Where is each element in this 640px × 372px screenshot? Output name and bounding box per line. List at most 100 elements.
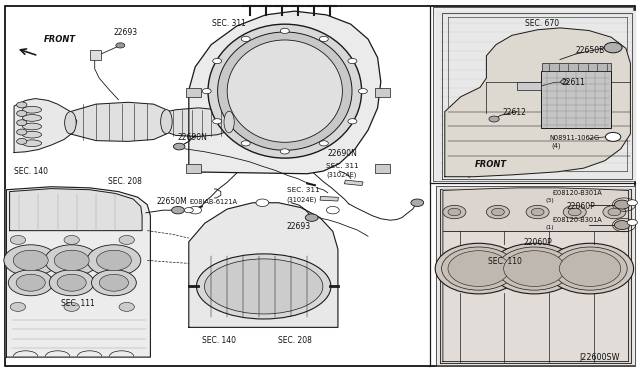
Circle shape [256, 199, 269, 206]
Circle shape [627, 200, 637, 206]
Circle shape [97, 250, 131, 270]
Polygon shape [436, 186, 635, 365]
Ellipse shape [218, 32, 352, 150]
Polygon shape [6, 187, 150, 357]
Text: 22690N: 22690N [178, 133, 208, 142]
Circle shape [603, 205, 626, 219]
Ellipse shape [22, 140, 42, 147]
Ellipse shape [65, 112, 76, 134]
Circle shape [87, 245, 141, 276]
Text: SEC. 111: SEC. 111 [61, 299, 95, 308]
Circle shape [212, 119, 221, 124]
Circle shape [568, 208, 581, 216]
Text: SEC. 140: SEC. 140 [14, 167, 48, 176]
Bar [542, 63, 611, 71]
Polygon shape [440, 189, 631, 363]
Circle shape [442, 247, 516, 290]
Text: SEC. 140: SEC. 140 [202, 336, 236, 345]
Bar [90, 50, 101, 60]
Circle shape [99, 274, 129, 291]
Text: SEC. 311: SEC. 311 [287, 187, 319, 193]
Circle shape [173, 143, 185, 150]
Circle shape [531, 208, 544, 216]
Text: 22693: 22693 [114, 28, 138, 37]
Text: 22693: 22693 [287, 222, 311, 231]
Bar [320, 196, 339, 201]
Ellipse shape [208, 24, 362, 158]
Circle shape [16, 274, 45, 291]
Circle shape [605, 132, 621, 141]
Circle shape [172, 206, 184, 214]
Ellipse shape [22, 131, 42, 138]
Circle shape [212, 58, 221, 64]
Circle shape [17, 102, 27, 108]
Text: 22060P: 22060P [524, 238, 552, 247]
Circle shape [64, 302, 79, 311]
Circle shape [489, 116, 499, 122]
Ellipse shape [205, 259, 323, 314]
Circle shape [561, 80, 568, 84]
Ellipse shape [196, 254, 331, 319]
Ellipse shape [22, 106, 42, 113]
Circle shape [280, 28, 289, 33]
Circle shape [604, 42, 622, 53]
Text: 22690N: 22690N [328, 149, 358, 158]
Text: Ð08120-B301A: Ð08120-B301A [552, 217, 602, 223]
Circle shape [504, 251, 565, 286]
Circle shape [443, 205, 466, 219]
Bar [186, 164, 201, 173]
Circle shape [13, 250, 48, 270]
Polygon shape [189, 11, 381, 174]
Text: SEC. 208: SEC. 208 [278, 336, 312, 345]
Circle shape [64, 235, 79, 244]
Ellipse shape [22, 115, 42, 121]
Circle shape [280, 149, 289, 154]
Circle shape [45, 245, 99, 276]
Circle shape [358, 89, 367, 94]
Circle shape [547, 243, 634, 294]
Bar [186, 88, 201, 97]
Polygon shape [14, 99, 77, 153]
Polygon shape [443, 188, 628, 362]
Text: (4): (4) [552, 142, 561, 149]
Circle shape [54, 250, 89, 270]
Text: SEC. 110: SEC. 110 [488, 257, 522, 266]
Circle shape [241, 141, 250, 146]
Circle shape [17, 138, 27, 144]
Circle shape [10, 235, 26, 244]
Circle shape [486, 205, 509, 219]
Bar [433, 7, 633, 181]
Circle shape [319, 141, 328, 146]
Ellipse shape [22, 123, 42, 130]
Text: N08911-1062G: N08911-1062G [549, 135, 599, 141]
Circle shape [189, 206, 202, 214]
Circle shape [411, 199, 424, 206]
Text: (31024E): (31024E) [287, 196, 317, 203]
Text: SEC. 670: SEC. 670 [525, 19, 559, 28]
Circle shape [17, 120, 27, 126]
Circle shape [17, 110, 27, 116]
Circle shape [57, 274, 86, 291]
Bar [541, 71, 611, 128]
Circle shape [348, 58, 357, 64]
Circle shape [627, 219, 637, 225]
Circle shape [348, 119, 357, 124]
Text: SEC. 208: SEC. 208 [108, 177, 141, 186]
Circle shape [559, 251, 621, 286]
Bar [517, 82, 541, 90]
Text: FRONT: FRONT [475, 160, 507, 169]
Text: FRONT: FRONT [44, 35, 76, 44]
Circle shape [305, 214, 318, 221]
Circle shape [326, 206, 339, 214]
Circle shape [614, 221, 630, 230]
Bar [375, 164, 390, 173]
Circle shape [184, 208, 193, 213]
Text: Ð08IAB-6121A: Ð08IAB-6121A [189, 199, 237, 205]
Circle shape [17, 129, 27, 135]
Circle shape [448, 208, 461, 216]
Circle shape [435, 243, 522, 294]
Text: 22650B: 22650B [576, 46, 605, 55]
Circle shape [497, 247, 572, 290]
Circle shape [448, 251, 509, 286]
Text: 22060P: 22060P [566, 202, 595, 211]
